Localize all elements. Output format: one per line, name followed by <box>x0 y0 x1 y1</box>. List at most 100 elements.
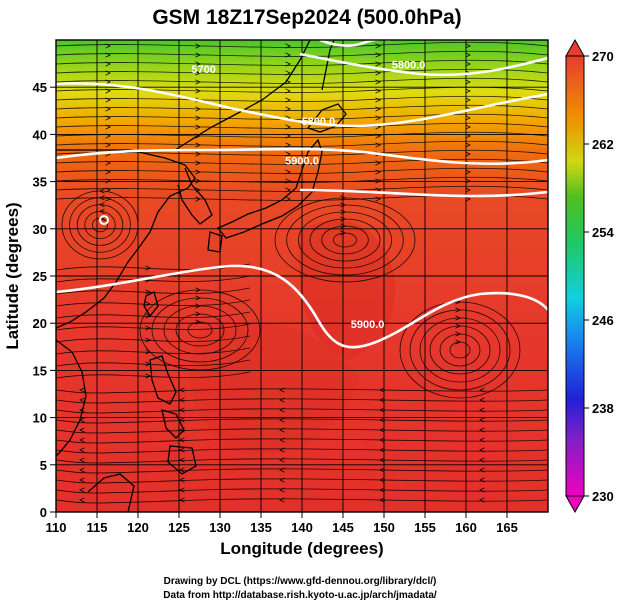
streamline <box>439 333 481 367</box>
streamline-arrow <box>79 467 85 473</box>
streamline-arrow <box>285 88 291 94</box>
streamline <box>56 448 548 454</box>
streamline-arrow <box>455 339 461 345</box>
streamline-arrow <box>465 124 471 130</box>
streamline-arrow <box>105 124 111 130</box>
streamline <box>309 218 381 262</box>
x-tick-label: 150 <box>373 520 395 535</box>
streamline-arrow <box>465 115 471 121</box>
streamline-arrow <box>285 187 291 193</box>
coast-korea <box>177 167 213 225</box>
streamline-arrow <box>179 417 185 423</box>
streamline-arrow <box>105 142 111 148</box>
x-tick-label: 145 <box>332 520 354 535</box>
streamline-arrow <box>379 467 385 473</box>
colorbar-tick-label: 270 <box>592 49 614 64</box>
streamline-arrow <box>379 427 385 433</box>
streamline-arrow <box>375 61 381 67</box>
contour-labels: 5700 5800.0 5800.0 5900.0 5900.0 <box>191 59 425 331</box>
streamline-arrow <box>195 151 201 157</box>
streamline-arrow <box>340 202 346 208</box>
streamline-arrow <box>465 178 471 184</box>
streamline-arrow <box>340 195 346 201</box>
streamline-arrow <box>105 52 111 58</box>
streamline-arrow <box>105 61 111 67</box>
coast-russia-far-east <box>174 40 311 151</box>
contour-label: 5700 <box>191 64 215 76</box>
streamline-arrow <box>179 487 185 493</box>
streamline-arrow <box>105 70 111 76</box>
streamline-arrow <box>145 337 151 343</box>
colorbar-gradient <box>565 55 585 497</box>
streamline-arrow <box>79 487 85 493</box>
streamline-arrow <box>195 196 201 202</box>
coast-luzon <box>149 355 177 405</box>
x-tick-label: 165 <box>496 520 518 535</box>
streamline-arrow <box>285 151 291 157</box>
y-axis-label: Latitude (degrees) <box>3 202 22 349</box>
x-axis: 110 115 120 125 130 135 140 145 150 155 160 165 <box>46 512 518 535</box>
streamline-arrow <box>195 43 201 49</box>
streamline-arrow <box>145 349 151 355</box>
colorbar-tick-label: 262 <box>592 137 614 152</box>
streamline-arrow <box>465 61 471 67</box>
streamline-arrow <box>99 208 105 214</box>
streamline-arrow <box>379 487 385 493</box>
colorbar-tick-label: 254 <box>592 225 614 240</box>
streamline-arrow <box>279 387 285 393</box>
streamline-arrow <box>479 397 485 403</box>
streamline-arrow <box>375 106 381 112</box>
streamline-arrow <box>285 142 291 148</box>
x-tick-label: 130 <box>209 520 231 535</box>
streamline-arrow <box>479 497 485 503</box>
streamline-arrow <box>479 447 485 453</box>
y-tick-label: 45 <box>33 80 47 95</box>
streamline-arrow <box>195 303 201 309</box>
streamline-arrow <box>379 497 385 503</box>
streamline-arrow <box>375 97 381 103</box>
streamline-arrow <box>99 202 105 208</box>
streamline-arrow <box>179 477 185 483</box>
streamline-arrow <box>379 407 385 413</box>
colorbar-bottom-arrow <box>565 495 585 514</box>
streamline-arrow <box>285 196 291 202</box>
streamline-arrow <box>279 497 285 503</box>
coast-asia-mainland <box>56 149 196 329</box>
streamline <box>56 438 548 444</box>
streamline-arrow <box>455 331 461 337</box>
streamline-arrow <box>455 323 461 329</box>
colorbar-ticks: 230 238 246 254 262 270 <box>584 49 614 504</box>
streamline-arrow <box>179 437 185 443</box>
streamline <box>56 408 548 414</box>
streamline-arrow <box>179 407 185 413</box>
streamline-arrow <box>195 295 201 301</box>
streamline-arrow <box>375 178 381 184</box>
streamline-arrow <box>195 178 201 184</box>
streamline-arrow <box>479 417 485 423</box>
streamline <box>56 428 548 434</box>
contour-label: 5800.0 <box>392 59 426 71</box>
streamline-arrow <box>465 79 471 85</box>
streamline-arrow <box>379 457 385 463</box>
contour-5700 <box>56 82 548 128</box>
streamline-arrow <box>340 209 346 215</box>
streamline <box>84 211 116 239</box>
streamline-arrow <box>465 187 471 193</box>
streamline <box>56 468 548 474</box>
streamline-arrow <box>479 427 485 433</box>
streamline <box>286 204 404 276</box>
streamline <box>399 301 521 399</box>
contour-5900-north <box>299 188 548 198</box>
coast-indochina <box>56 339 87 457</box>
streamline-arrow <box>279 487 285 493</box>
coastlines <box>56 40 347 512</box>
streamline-arrow <box>79 397 85 403</box>
streamline-arrow <box>195 311 201 317</box>
streamline <box>56 287 251 295</box>
streamline-arrow <box>195 52 201 58</box>
streamline-arrow <box>340 223 346 229</box>
streamline <box>56 398 548 404</box>
streamline-arrow <box>99 195 105 201</box>
streamline-arrow <box>279 437 285 443</box>
